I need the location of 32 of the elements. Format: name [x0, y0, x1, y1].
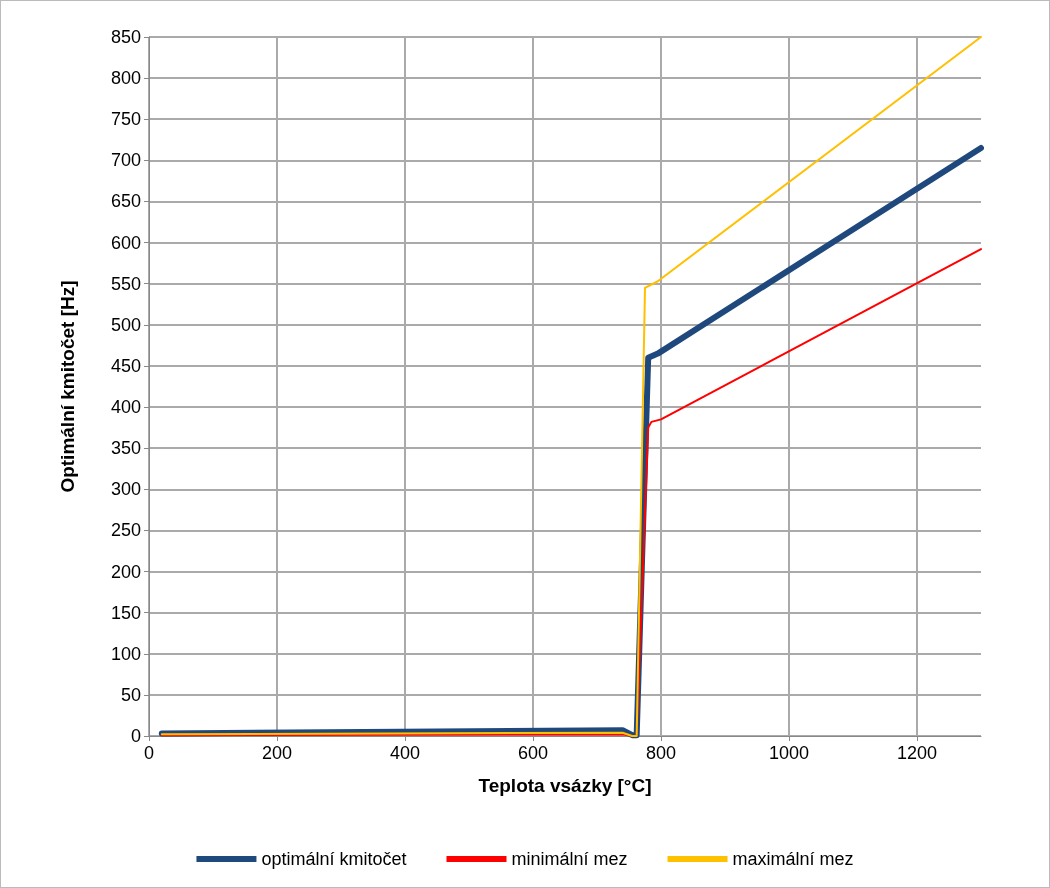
legend-label: minimální mez [511, 849, 628, 869]
y-tick-label: 550 [110, 273, 141, 294]
y-tick-label: 300 [110, 479, 141, 500]
y-tick-label: 150 [110, 602, 141, 623]
y-tick-label: 200 [110, 561, 141, 582]
y-tick-label: 50 [120, 684, 141, 705]
x-tick-label: 200 [261, 743, 293, 763]
line-series [160, 36, 982, 737]
x-tick-label: 1200 [896, 743, 938, 763]
y-tick-label: 250 [110, 520, 141, 541]
y-tick-label: 850 [110, 27, 141, 47]
y-tick-label: 400 [110, 397, 141, 418]
y-tick-label: 500 [110, 314, 141, 335]
line-series [160, 248, 982, 737]
x-tick-label: 0 [143, 743, 155, 763]
y-tick-label: 0 [130, 726, 141, 746]
y-tick-label: 750 [110, 109, 141, 130]
y-tick-label: 100 [110, 643, 141, 664]
x-tick-label: 1000 [768, 743, 810, 763]
y-tick-label: 350 [110, 438, 141, 459]
y-tick-label: 650 [110, 191, 141, 212]
y-tick-label: 800 [110, 68, 141, 89]
legend-label: maximální mez [732, 849, 854, 869]
y-tick-label: 600 [110, 232, 141, 253]
y-tick-label: 450 [110, 355, 141, 376]
x-tick-label: 400 [389, 743, 421, 763]
y-axis-title: Optimální kmitočet [Hz] [57, 280, 78, 493]
x-tick-label: 600 [517, 743, 549, 763]
x-axis-title: Teplota vsázky [°C] [478, 775, 652, 796]
y-tick-label: 700 [110, 150, 141, 171]
x-tick-label: 800 [645, 743, 677, 763]
legend-label: optimální kmitočet [261, 849, 407, 869]
